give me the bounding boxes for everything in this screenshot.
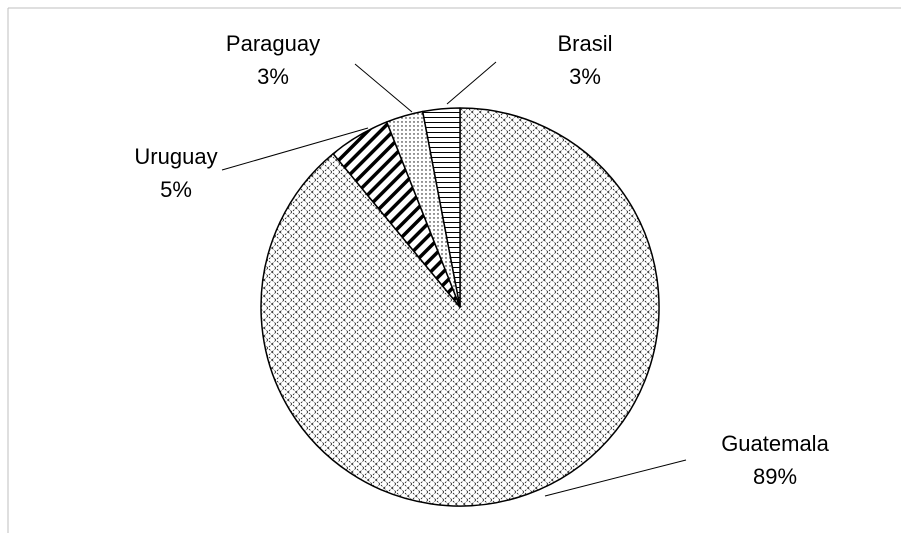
slice-value-label: 3% bbox=[257, 64, 289, 89]
slice-value-label: 3% bbox=[569, 64, 601, 89]
slice-label: Paraguay bbox=[226, 31, 320, 56]
pie-slice bbox=[260, 107, 660, 507]
leader-line bbox=[544, 459, 687, 497]
slice-label: Brasil bbox=[557, 31, 612, 56]
leader-line bbox=[221, 127, 369, 171]
leader-line bbox=[446, 61, 497, 105]
slice-label: Uruguay bbox=[134, 144, 217, 169]
slice-label: Guatemala bbox=[721, 431, 829, 456]
pie-slice bbox=[421, 107, 461, 308]
slice-value-label: 5% bbox=[160, 177, 192, 202]
leader-line bbox=[354, 63, 413, 113]
slice-value-label: 89% bbox=[753, 464, 797, 489]
